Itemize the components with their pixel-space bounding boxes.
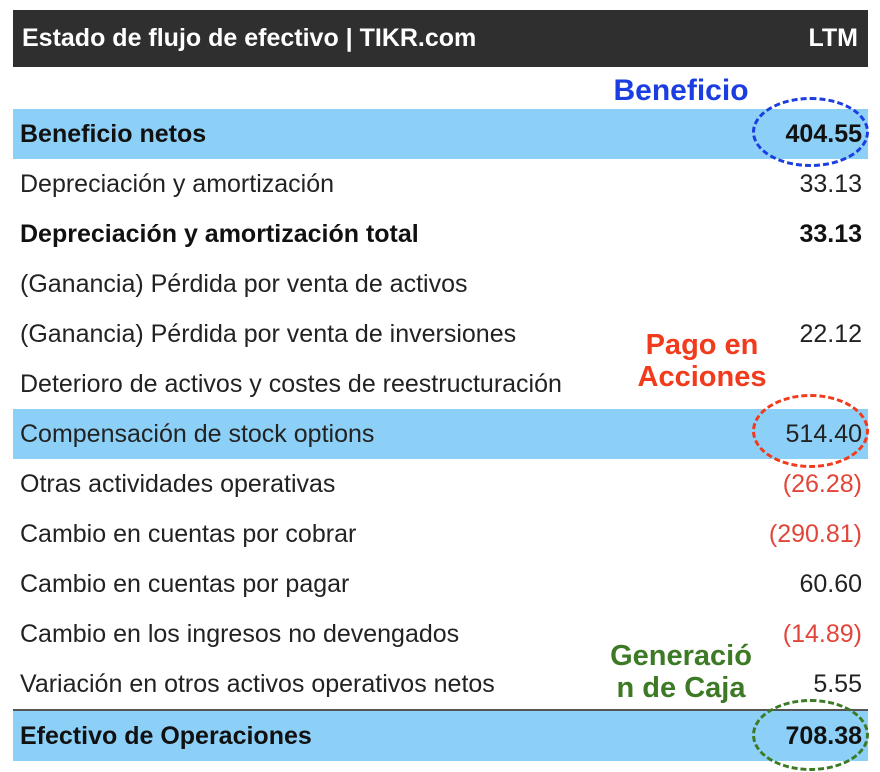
- highlight-ellipse-red: [752, 394, 869, 468]
- row-net-income: Beneficio netos 404.55: [13, 109, 868, 159]
- row-label: Otras actividades operativas: [20, 469, 336, 498]
- annotation-generacion-line2: n de Caja: [616, 671, 746, 704]
- row-other-operating: Otras actividades operativas (26.28): [13, 459, 868, 509]
- row-unearned-revenue: Cambio en los ingresos no devengados (14…: [13, 609, 868, 659]
- row-value: 33.13: [799, 219, 862, 248]
- row-value: 5.55: [813, 669, 862, 698]
- annotation-generacion-caja: Generació n de Caja: [596, 640, 766, 705]
- row-value: 33.13: [799, 169, 862, 198]
- row-label: Cambio en cuentas por pagar: [20, 569, 350, 598]
- row-label: Beneficio netos: [20, 119, 207, 148]
- row-other-operating-assets: Variación en otros activos operativos ne…: [13, 659, 868, 709]
- row-label: (Ganancia) Pérdida por venta de activos: [20, 269, 468, 298]
- annotation-beneficio: Beneficio: [596, 74, 766, 107]
- row-gain-loss-investments: (Ganancia) Pérdida por venta de inversio…: [13, 309, 868, 359]
- highlight-ellipse-blue: [752, 97, 869, 167]
- row-value: (14.89): [782, 619, 862, 648]
- row-value: 60.60: [799, 569, 862, 598]
- row-label: Compensación de stock options: [20, 419, 375, 448]
- row-stock-compensation: Compensación de stock options 514.40: [13, 409, 868, 459]
- row-label: Deterioro de activos y costes de reestru…: [20, 369, 562, 398]
- table-title: Estado de flujo de efectivo | TIKR.com: [22, 24, 477, 52]
- highlight-ellipse-green: [752, 699, 869, 771]
- row-impairment: Deterioro de activos y costes de reestru…: [13, 359, 868, 409]
- period-label: LTM: [808, 24, 858, 52]
- row-depreciation: Depreciación y amortización 33.13: [13, 159, 868, 209]
- row-label: (Ganancia) Pérdida por venta de inversio…: [20, 319, 517, 348]
- row-label: Depreciación y amortización total: [20, 219, 419, 248]
- annotation-pago-line2: Acciones: [637, 360, 767, 393]
- row-value: (26.28): [782, 469, 862, 498]
- row-label: Variación en otros activos operativos ne…: [20, 669, 495, 698]
- table-header: Estado de flujo de efectivo | TIKR.com L…: [13, 10, 868, 67]
- row-value: 22.12: [799, 319, 862, 348]
- row-label: Depreciación y amortización: [20, 169, 335, 198]
- annotation-generacion-line1: Generació: [610, 640, 752, 672]
- row-value: (290.81): [768, 519, 862, 548]
- annotation-pago-line1: Pago en: [645, 329, 759, 361]
- row-label: Efectivo de Operaciones: [20, 721, 312, 750]
- row-receivables: Cambio en cuentas por cobrar (290.81): [13, 509, 868, 559]
- annotation-pago-acciones: Pago en Acciones: [622, 329, 782, 394]
- row-label: Cambio en los ingresos no devengados: [20, 619, 460, 648]
- cash-flow-table: Estado de flujo de efectivo | TIKR.com L…: [13, 10, 868, 761]
- annotation-beneficio-text: Beneficio: [613, 74, 749, 107]
- row-payables: Cambio en cuentas por pagar 60.60: [13, 559, 868, 609]
- row-operating-cash-flow: Efectivo de Operaciones 708.38: [13, 709, 868, 761]
- row-gain-loss-assets: (Ganancia) Pérdida por venta de activos: [13, 259, 868, 309]
- row-depreciation-total: Depreciación y amortización total 33.13: [13, 209, 868, 259]
- row-label: Cambio en cuentas por cobrar: [20, 519, 357, 548]
